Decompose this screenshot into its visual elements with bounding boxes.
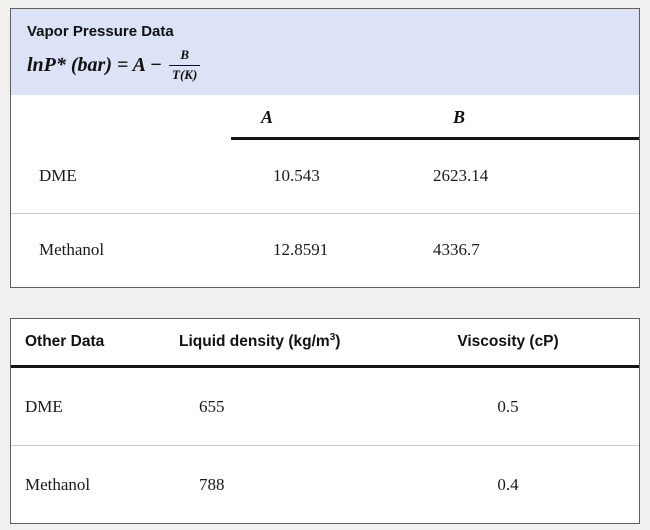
other-table-title: Other Data bbox=[25, 333, 105, 350]
vapor-column-header-row: A B bbox=[11, 95, 639, 140]
value-viscosity: 0.4 bbox=[497, 474, 519, 494]
value-viscosity: 0.5 bbox=[497, 396, 519, 416]
vapor-table-title: Vapor Pressure Data bbox=[27, 23, 174, 40]
formula-fraction: B T(K) bbox=[169, 47, 201, 84]
value-a: 12.8591 bbox=[273, 240, 329, 260]
value-density: 788 bbox=[199, 474, 225, 494]
row-label: Methanol bbox=[39, 240, 105, 260]
other-data-table: Other Data Liquid density (kg/m3) Viscos… bbox=[10, 318, 640, 524]
vapor-table-header-band: Vapor Pressure Data lnP* (bar) = A − B T… bbox=[11, 9, 639, 95]
table-row-methanol: Methanol 788 0.4 bbox=[11, 445, 639, 523]
table-row-dme: DME 655 0.5 bbox=[11, 368, 639, 445]
row-label: DME bbox=[39, 166, 77, 186]
density-label-close: ) bbox=[335, 333, 341, 350]
column-header-b: B bbox=[453, 106, 466, 127]
value-density: 655 bbox=[199, 396, 225, 416]
column-header-density: Liquid density (kg/m3) bbox=[171, 331, 421, 351]
column-header-a: A bbox=[261, 106, 274, 127]
column-header-viscosity: Viscosity (cP) bbox=[457, 333, 559, 350]
formula-lhs: lnP* (bar) = A − bbox=[27, 53, 163, 76]
table-row-methanol: Methanol 12.8591 4336.7 bbox=[11, 212, 639, 287]
formula-numerator: B bbox=[180, 47, 189, 62]
vapor-pressure-table: Vapor Pressure Data lnP* (bar) = A − B T… bbox=[10, 8, 640, 288]
row-label: Methanol bbox=[25, 474, 91, 494]
value-a: 10.543 bbox=[273, 166, 320, 186]
row-label: DME bbox=[25, 396, 63, 416]
value-b: 4336.7 bbox=[433, 240, 480, 260]
vapor-pressure-formula: lnP* (bar) = A − B T(K) bbox=[27, 47, 623, 84]
formula-denominator: T(K) bbox=[169, 64, 201, 84]
other-column-header-row: Other Data Liquid density (kg/m3) Viscos… bbox=[11, 319, 639, 368]
header-underline-rule bbox=[231, 136, 639, 140]
density-superscript: 3 bbox=[329, 331, 336, 343]
table-row-dme: DME 10.543 2623.14 bbox=[11, 140, 639, 213]
density-label-text: Liquid density (kg/m bbox=[179, 333, 330, 350]
value-b: 2623.14 bbox=[433, 166, 489, 186]
